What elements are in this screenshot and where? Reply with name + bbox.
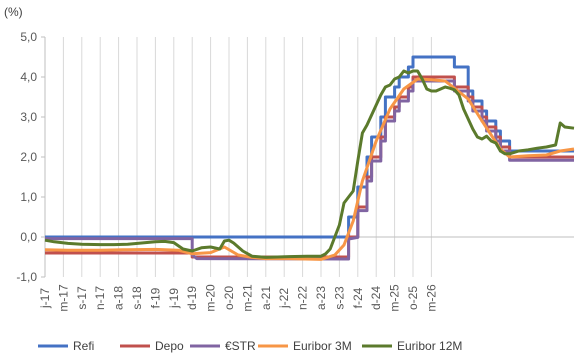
x-tick-label: s-18 — [130, 286, 144, 310]
x-tick-label: a-21 — [259, 286, 273, 310]
x-tick-label: f-19 — [148, 287, 162, 308]
x-tick-label: j-22 — [277, 288, 291, 309]
x-tick-label: m-21 — [240, 284, 254, 312]
x-tick-label: d-19 — [185, 286, 199, 310]
x-tick-label: s-23 — [332, 286, 346, 310]
y-tick-label: 3,0 — [20, 110, 37, 124]
x-tick-label: f-24 — [351, 287, 365, 308]
y-tick-label: -1,0 — [16, 270, 37, 284]
y-axis-unit-label: (%) — [4, 5, 23, 19]
x-tick-label: o-25 — [406, 286, 420, 310]
x-tick-label: n-22 — [296, 286, 310, 310]
series-line-depo — [45, 75, 574, 259]
y-tick-label: 0,0 — [20, 230, 37, 244]
series-line-refi — [45, 55, 574, 239]
legend-label: Euribor 12M — [397, 339, 462, 353]
series-line-euribor-12m — [44, 69, 575, 259]
chart-legend: Refi Depo €STR Euribor 3M Euribor 12M — [38, 339, 462, 353]
x-tick-label: a-18 — [112, 286, 126, 310]
legend-label: €STR — [225, 339, 256, 353]
x-tick-label: a-23 — [314, 286, 328, 310]
y-tick-label: 5,0 — [20, 30, 37, 44]
x-tick-label: d-24 — [369, 286, 383, 310]
y-axis: -1,0 0,0 1,0 2,0 3,0 4,0 5,0 — [16, 30, 46, 284]
x-tick-label: j-19 — [167, 288, 181, 309]
legend-label: Euribor 3M — [293, 339, 352, 353]
legend-label: Refi — [73, 339, 94, 353]
x-tick-label: n-17 — [93, 286, 107, 310]
x-tick-label: j-17 — [38, 288, 52, 309]
series-line-str — [45, 79, 574, 261]
x-tick-label: m-17 — [56, 284, 70, 312]
y-tick-label: 2,0 — [20, 150, 37, 164]
x-tick-label: s-17 — [75, 286, 89, 310]
x-tick-label: o-20 — [222, 286, 236, 310]
legend-label: Depo — [155, 339, 184, 353]
x-tick-label: m-26 — [424, 284, 438, 312]
chart-series — [44, 55, 575, 261]
y-tick-label: 1,0 — [20, 190, 37, 204]
series-line-euribor-3m — [44, 77, 575, 261]
x-tick-label: m-20 — [204, 284, 218, 312]
x-tick-label: m-25 — [388, 284, 402, 312]
y-tick-label: 4,0 — [20, 70, 37, 84]
